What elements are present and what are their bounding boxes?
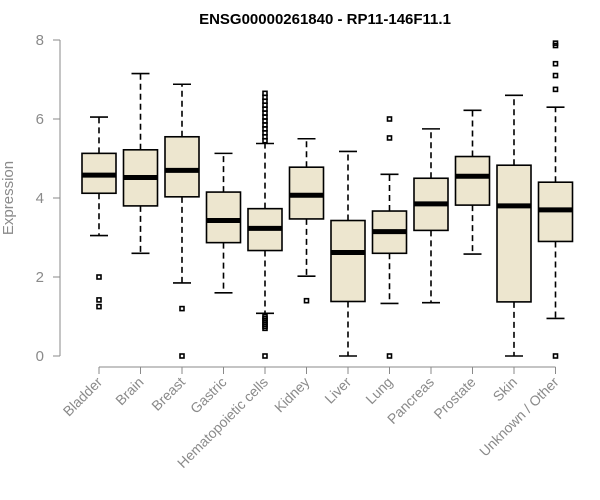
outlier-point xyxy=(262,325,268,332)
box-prostate xyxy=(454,109,491,255)
iqr-box xyxy=(496,164,532,303)
boxes-group xyxy=(81,40,574,359)
outlier-point xyxy=(96,303,102,310)
iqr-box xyxy=(330,219,366,303)
outlier-point xyxy=(262,137,268,144)
x-tick-label: Breast xyxy=(148,374,188,414)
outlier-point xyxy=(552,60,559,67)
outlier-point xyxy=(303,297,310,304)
iqr-box xyxy=(454,155,491,206)
box-liver xyxy=(330,150,366,357)
y-tick-label: 2 xyxy=(36,269,44,286)
x-tick-label: Prostate xyxy=(430,374,478,422)
y-tick-label: 0 xyxy=(36,348,44,365)
outlier-point xyxy=(262,353,268,359)
outlier-point xyxy=(552,42,559,49)
outlier-point xyxy=(552,353,559,359)
outlier-point xyxy=(386,353,393,359)
box-lung xyxy=(371,116,408,359)
outlier-point xyxy=(552,72,559,79)
box-skin xyxy=(496,94,532,357)
box-gastric xyxy=(205,152,242,294)
x-tick-label: Skin xyxy=(490,374,521,405)
iqr-box xyxy=(164,135,200,198)
x-tick-label: Lung xyxy=(362,374,395,407)
x-tick-label: Liver xyxy=(321,374,354,407)
outlier-point xyxy=(179,353,185,359)
x-tick-label: Brain xyxy=(112,374,146,408)
iqr-box xyxy=(205,191,242,244)
x-tick-label: Kidney xyxy=(271,374,313,416)
box-pancreas xyxy=(413,128,449,304)
x-tick-label: Unknown / Other xyxy=(476,374,562,460)
box-hematopoietic-cells xyxy=(247,90,283,359)
box-kidney xyxy=(288,137,325,304)
outlier-point xyxy=(96,274,102,280)
y-axis: 0 2 4 6 8 xyxy=(36,32,61,365)
y-axis-label: Expression xyxy=(0,161,17,235)
x-tick-label: Bladder xyxy=(60,374,106,420)
outlier-point xyxy=(386,135,393,141)
y-tick-label: 8 xyxy=(36,32,44,49)
y-tick-label: 4 xyxy=(36,190,44,207)
outlier-point xyxy=(552,86,559,93)
outlier-point xyxy=(96,297,102,303)
box-unknown-other xyxy=(537,40,574,359)
y-tick-label: 6 xyxy=(36,111,44,128)
box-bladder xyxy=(81,116,117,310)
outlier-point xyxy=(386,116,393,122)
box-brain xyxy=(122,72,159,255)
box-breast xyxy=(164,83,200,359)
chart-title: ENSG00000261840 - RP11-146F11.1 xyxy=(199,11,451,28)
outlier-point xyxy=(179,305,185,312)
